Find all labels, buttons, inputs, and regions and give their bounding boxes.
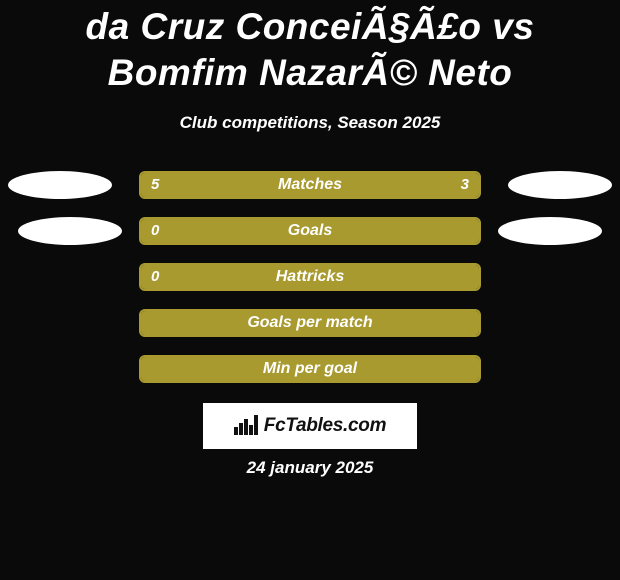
stat-row: 53Matches [0,171,620,199]
comparison-card: da Cruz ConceiÃ§Ã£o vs Bomfim NazarÃ© Ne… [0,0,620,580]
stat-row: Min per goal [0,355,620,383]
stat-label: Goals per match [141,311,479,335]
stat-row: Goals per match [0,309,620,337]
stat-bar: 53Matches [139,171,481,199]
page-title: da Cruz ConceiÃ§Ã£o vs Bomfim NazarÃ© Ne… [0,0,620,97]
player-right-marker [508,171,612,199]
player-right-marker [498,217,602,245]
brand-logo: FcTables.com [203,403,417,449]
player-left-marker [18,217,122,245]
page-subtitle: Club competitions, Season 2025 [0,113,620,133]
brand-text: FcTables.com [264,415,386,437]
stat-label: Hattricks [141,265,479,289]
stat-rows: 53Matches 0Goals 0Hattricks Goals per match… [0,171,620,383]
stat-row: 0Hattricks [0,263,620,291]
stat-row: 0Goals [0,217,620,245]
stat-bar: Min per goal [139,355,481,383]
stat-bar: Goals per match [139,309,481,337]
stat-label: Matches [141,173,479,197]
stat-bar: 0Goals [139,217,481,245]
stat-bar: 0Hattricks [139,263,481,291]
player-left-marker [8,171,112,199]
stat-label: Min per goal [141,357,479,381]
chart-icon [234,413,260,440]
snapshot-date: 24 january 2025 [0,458,620,478]
stat-label: Goals [141,219,479,243]
